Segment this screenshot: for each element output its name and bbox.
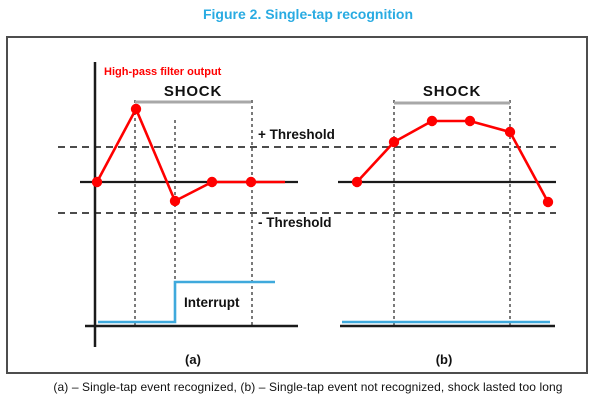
hp-filter-output-b-point-2 [426,115,438,127]
panel-a-label: (a) [185,352,201,367]
minus-threshold-label: - Threshold [258,215,332,230]
hp-filter-output-b-point-0 [351,176,363,188]
shock-label-b: SHOCK [422,83,482,100]
plus-threshold-label: + Threshold [258,127,335,142]
interrupt-label: Interrupt [184,295,240,310]
hp-filter-output-b-point-3 [464,115,476,127]
hp-filter-output-a-point-4 [245,176,257,188]
figure-caption: (a) – Single-tap event recognized, (b) –… [53,380,563,394]
hp-filter-output-b-point-1 [388,136,400,148]
highpass-output-label: High-pass filter output [104,66,222,78]
hp-filter-output-a-point-1 [130,103,142,115]
panel-b-label: (b) [435,352,453,367]
hp-filter-output-a-point-0 [91,176,103,188]
hp-filter-output-a-point-2 [169,195,181,207]
figure-title: Figure 2. Single-tap recognition [202,6,413,22]
hp-filter-output-a-point-3 [206,176,218,188]
figure-frame [6,36,588,374]
hp-filter-output-a [95,105,285,203]
shock-label-a: SHOCK [163,83,223,100]
interrupt-signal-a [98,280,275,324]
hp-filter-output-b [356,119,550,203]
hp-filter-output-b-point-4 [504,126,516,138]
hp-filter-output-b-point-5 [542,196,554,208]
